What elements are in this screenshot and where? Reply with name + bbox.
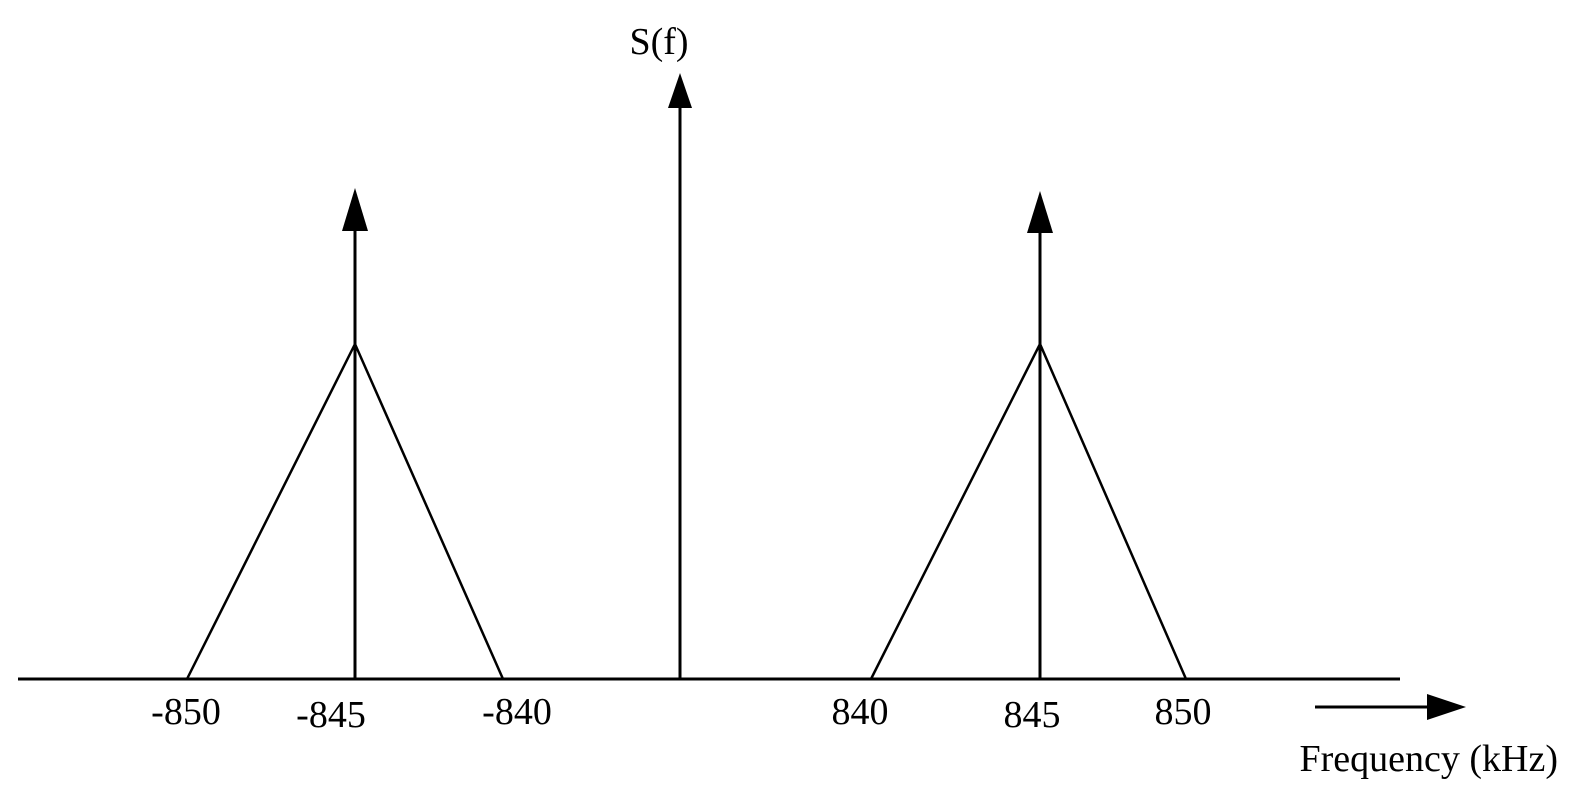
left-sideband-impulse-arrowhead: [342, 188, 368, 231]
right-sideband-impulse-arrowhead: [1027, 191, 1053, 233]
tick-label-neg-840: -840: [482, 691, 552, 733]
y-axis-label: S(f): [629, 21, 688, 63]
left-sideband-triangle: [185, 341, 505, 680]
tick-label-850: 850: [1155, 691, 1212, 733]
frequency-direction-arrowhead: [1427, 694, 1466, 720]
carrier-impulse-arrowhead: [668, 73, 692, 108]
tick-label-845: 845: [1004, 694, 1061, 736]
tick-label-neg-845: -845: [296, 694, 366, 736]
x-axis-label: Frequency (kHz): [1299, 738, 1558, 780]
right-sideband-triangle: [869, 341, 1188, 680]
tick-label-840: 840: [832, 691, 889, 733]
tick-label-neg-850: -850: [151, 691, 221, 733]
